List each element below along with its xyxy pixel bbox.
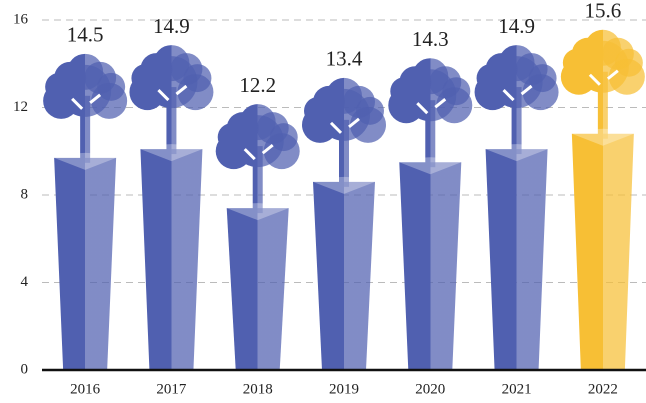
trunk xyxy=(166,87,177,155)
x-tick-label: 2017 xyxy=(156,381,187,397)
trunk xyxy=(597,71,608,139)
x-tick-label: 2016 xyxy=(70,381,101,397)
value-label: 14.5 xyxy=(67,23,104,47)
x-tick-label: 2020 xyxy=(415,381,445,397)
vase-rim xyxy=(571,128,634,146)
value-label: 15.6 xyxy=(584,0,621,23)
vase-rim xyxy=(485,144,548,162)
vase xyxy=(226,208,289,370)
value-label: 12.2 xyxy=(239,73,276,97)
branch xyxy=(329,117,360,134)
crown xyxy=(614,48,643,77)
vase-rim xyxy=(313,176,375,194)
vase-rim xyxy=(140,144,203,162)
vase xyxy=(571,133,634,370)
vase xyxy=(140,149,203,370)
x-tick-label: 2021 xyxy=(502,381,532,397)
vase-rim xyxy=(226,203,289,221)
tree-bar xyxy=(43,53,128,370)
crown xyxy=(562,48,591,77)
branch xyxy=(71,93,102,110)
crown xyxy=(390,77,419,106)
tree-bar xyxy=(129,45,214,370)
vase xyxy=(54,157,117,370)
crown xyxy=(217,123,246,152)
branch xyxy=(243,143,274,161)
crown xyxy=(131,64,160,93)
tree-bar xyxy=(560,29,645,370)
tree-bar xyxy=(388,58,473,370)
crown xyxy=(476,64,505,93)
y-tick-label: 12 xyxy=(13,99,28,115)
y-tick-label: 16 xyxy=(13,11,29,27)
branch xyxy=(416,98,447,115)
crown xyxy=(269,123,298,152)
x-tick-label: 2018 xyxy=(243,381,273,397)
x-tick-label: 2022 xyxy=(588,381,618,397)
x-tick-label: 2019 xyxy=(329,381,359,397)
trunk xyxy=(252,146,263,214)
branch xyxy=(588,69,619,86)
value-label: 14.9 xyxy=(153,14,190,38)
vase xyxy=(313,181,375,370)
value-label: 13.4 xyxy=(326,47,363,71)
value-label: 14.9 xyxy=(498,14,535,38)
crown xyxy=(442,77,471,106)
trunk xyxy=(339,119,349,187)
tree-bar xyxy=(302,77,386,370)
vase xyxy=(485,149,548,370)
trunk xyxy=(511,87,522,155)
tree-bar xyxy=(474,45,559,370)
crown xyxy=(528,64,557,93)
branch xyxy=(157,84,188,102)
trunk xyxy=(425,100,436,168)
y-tick-label: 0 xyxy=(21,361,29,377)
crown xyxy=(356,96,384,125)
crown xyxy=(97,72,126,101)
vase-rim xyxy=(54,152,117,170)
value-label: 14.3 xyxy=(412,27,449,51)
tree-bar xyxy=(215,104,300,370)
crown xyxy=(45,72,74,101)
y-tick-label: 8 xyxy=(21,186,29,202)
branch xyxy=(502,84,533,102)
crown xyxy=(304,96,332,125)
vase xyxy=(399,162,462,370)
crown xyxy=(183,64,212,93)
vase-rim xyxy=(399,157,462,175)
trunk xyxy=(80,95,91,163)
y-tick-label: 4 xyxy=(21,274,29,290)
